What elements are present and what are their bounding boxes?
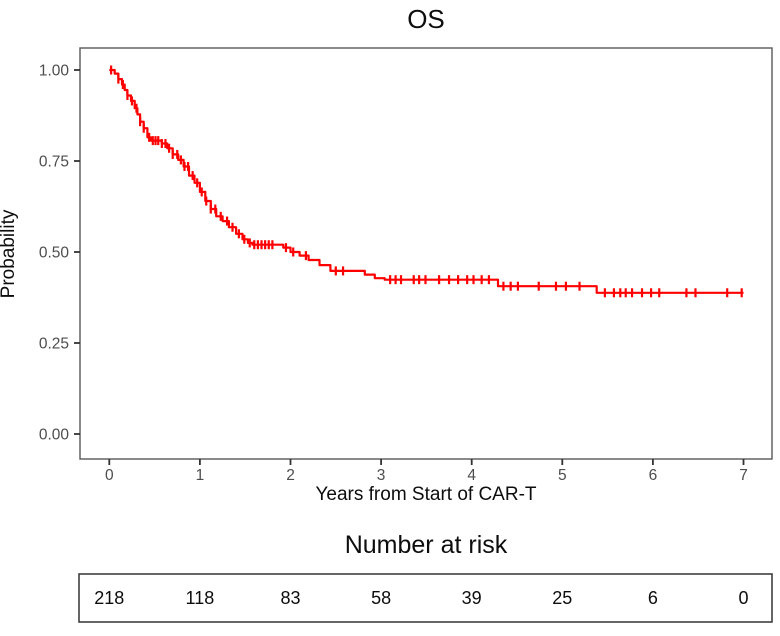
plot-panel-border xyxy=(79,47,773,460)
risk-count-6: 6 xyxy=(648,588,658,608)
x-tick-label-2: 2 xyxy=(286,467,295,484)
risk-table-box xyxy=(78,573,773,623)
survival-curve xyxy=(109,68,744,294)
y-tick-label-4: 1.00 xyxy=(39,63,70,80)
x-tick-label-4: 4 xyxy=(467,467,476,484)
x-tick-label-0: 0 xyxy=(105,467,114,484)
risk-count-0: 218 xyxy=(94,588,124,608)
risk-count-5: 25 xyxy=(552,588,572,608)
risk-count-2: 83 xyxy=(280,588,300,608)
chart-title: OS xyxy=(407,4,445,34)
risk-count-7: 0 xyxy=(738,588,748,608)
x-tick-label-6: 6 xyxy=(649,467,658,484)
risk-table-title: Number at risk xyxy=(344,531,508,559)
x-tick-label-5: 5 xyxy=(558,467,567,484)
y-tick-label-2: 0.50 xyxy=(39,245,70,262)
y-tick-label-3: 0.75 xyxy=(39,154,69,171)
risk-count-3: 58 xyxy=(371,588,391,608)
x-tick-label-3: 3 xyxy=(377,467,386,484)
risk-count-4: 39 xyxy=(462,588,482,608)
x-tick-label-7: 7 xyxy=(739,467,748,484)
y-tick-label-0: 0.00 xyxy=(39,427,70,444)
y-tick-label-1: 0.25 xyxy=(39,336,69,353)
risk-count-1: 118 xyxy=(186,588,215,608)
x-tick-label-1: 1 xyxy=(196,467,205,484)
x-axis-title: Years from Start of CAR-T xyxy=(315,484,537,505)
